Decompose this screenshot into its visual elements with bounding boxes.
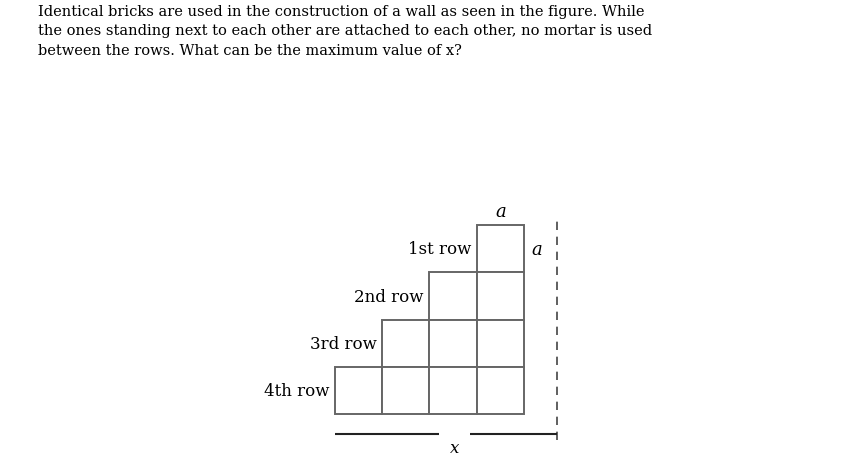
Text: a: a [495,203,506,221]
Text: 2nd row: 2nd row [354,288,424,305]
Text: Identical bricks are used in the construction of a wall as seen in the figure. W: Identical bricks are used in the constru… [38,5,652,57]
Bar [477,367,524,414]
Bar [477,273,524,320]
Text: 3rd row: 3rd row [310,335,376,352]
Text: a: a [531,240,541,258]
Bar [335,367,382,414]
Bar [477,320,524,367]
Text: 4th row: 4th row [264,382,329,399]
Bar [430,320,477,367]
Text: x: x [449,439,459,456]
Bar [382,320,430,367]
Bar [430,367,477,414]
Bar [382,367,430,414]
Bar [477,226,524,273]
Text: 1st row: 1st row [408,241,471,258]
Bar [430,273,477,320]
